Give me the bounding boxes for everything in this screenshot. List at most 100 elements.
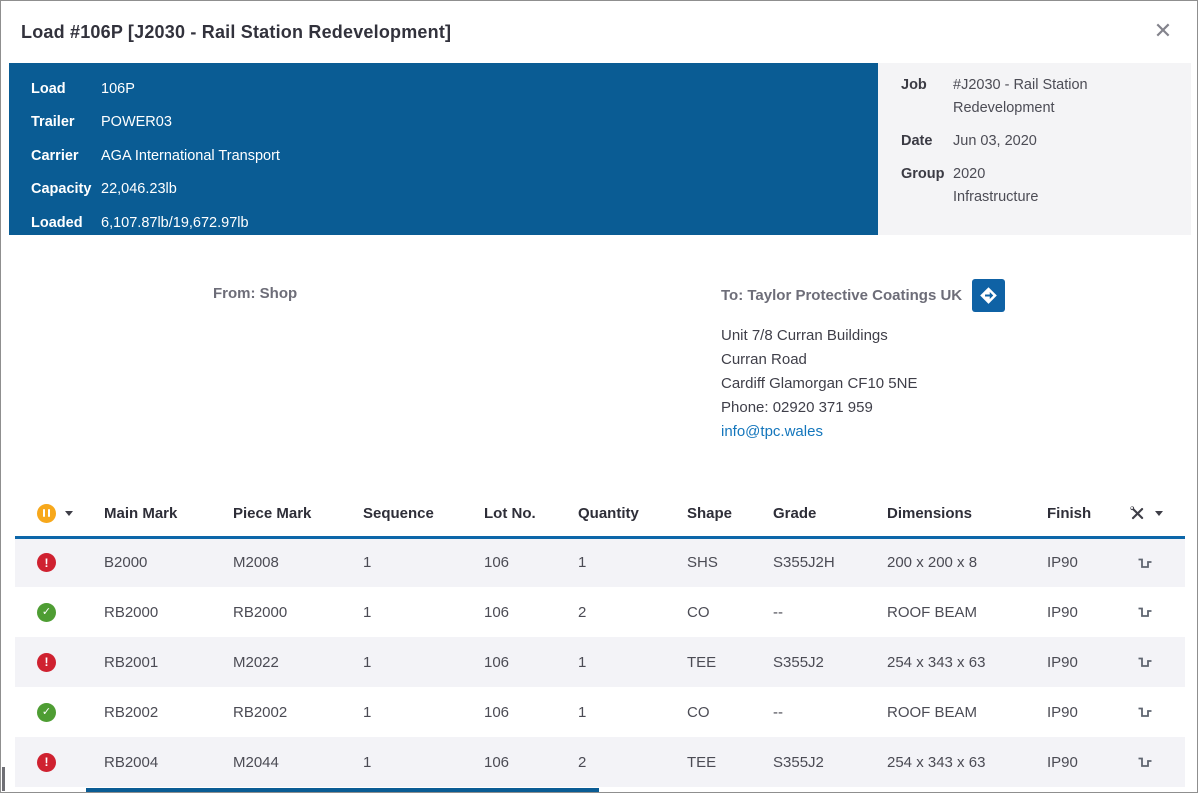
job-field: Job #J2030 - Rail Station Redevelopment [901, 74, 1191, 120]
status-history-button[interactable] [1131, 748, 1159, 776]
field-label: Trailer [31, 114, 75, 131]
cell-quantity: 1 [578, 703, 587, 721]
cell-lot-no: 106 [484, 554, 510, 572]
field-value: 106P [101, 80, 135, 97]
date-field: Date Jun 03, 2020 [901, 130, 1191, 153]
cell-dimensions: 200 x 200 x 8 [887, 554, 978, 572]
status-history-button[interactable] [1131, 698, 1159, 726]
cell-main-mark: RB2000 [104, 603, 159, 621]
cell-sequence: 1 [363, 753, 372, 771]
cell-piece-mark: M2008 [233, 554, 279, 572]
pulse-history-icon [1137, 704, 1153, 720]
field-value: AGA International Transport [101, 147, 280, 164]
parts-table: Main Mark Piece Mark Sequence Lot No. Qu… [15, 491, 1185, 787]
modal-title: Load #106P [J2030 - Rail Station Redevel… [21, 21, 452, 42]
ship-to-address: Unit 7/8 Curran Buildings Curran Road Ca… [721, 327, 918, 416]
error-status-icon: ! [37, 752, 56, 772]
field-label: Group [901, 166, 945, 182]
cell-finish: IP90 [1047, 703, 1078, 721]
column-header-shape[interactable]: Shape [687, 491, 773, 539]
success-status-icon: ✓ [37, 703, 56, 722]
cell-quantity: 2 [578, 753, 587, 771]
chevron-down-icon [1155, 510, 1163, 516]
table-row[interactable]: ! RB2001 M2022 1 106 1 TEE S355J2 254 x … [15, 637, 1185, 687]
loaded-field: Loaded 6,107.87lb/19,672.97lb [31, 206, 878, 240]
cell-shape: SHS [687, 554, 718, 572]
close-icon[interactable]: ✕ [1153, 18, 1173, 43]
error-status-icon: ! [37, 553, 56, 573]
column-header-finish[interactable]: Finish [1047, 491, 1129, 539]
tools-menu-header[interactable] [1129, 491, 1185, 539]
field-value: POWER03 [101, 114, 172, 131]
cell-lot-no: 106 [484, 753, 510, 771]
cell-sequence: 1 [363, 653, 372, 671]
directions-icon [979, 286, 998, 305]
carrier-field: Carrier AGA International Transport [31, 139, 878, 173]
cell-main-mark: B2000 [104, 554, 148, 572]
table-row[interactable]: ! RB2004 M2044 1 106 2 TEE S355J2 254 x … [15, 737, 1185, 787]
cell-quantity: 1 [578, 653, 587, 671]
cell-shape: TEE [687, 753, 717, 771]
cell-main-mark: RB2004 [104, 753, 159, 771]
group-field: Group 2020 Infrastructure [901, 163, 1191, 209]
cell-dimensions: ROOF BEAM [887, 703, 978, 721]
table-row[interactable]: ✓ RB2002 RB2002 1 106 1 CO -- ROOF BEAM … [15, 687, 1185, 737]
cell-lot-no: 106 [484, 603, 510, 621]
field-label: Job [901, 77, 927, 93]
cell-piece-mark: RB2002 [233, 703, 288, 721]
pulse-history-icon [1137, 654, 1153, 670]
parts-table-body: ! B2000 M2008 1 106 1 SHS S355J2H 200 x … [15, 537, 1185, 787]
field-value: 22,046.23lb [101, 181, 177, 198]
cell-dimensions: ROOF BEAM [887, 603, 978, 621]
tools-icon [1129, 505, 1146, 522]
column-header-lot-no[interactable]: Lot No. [484, 491, 578, 539]
job-info-panel: Job #J2030 - Rail Station Redevelopment … [878, 63, 1191, 235]
pulse-history-icon [1137, 604, 1153, 620]
table-row[interactable]: ✓ RB2000 RB2000 1 106 2 CO -- ROOF BEAM … [15, 587, 1185, 637]
cell-finish: IP90 [1047, 753, 1078, 771]
cell-finish: IP90 [1047, 603, 1078, 621]
cell-lot-no: 106 [484, 653, 510, 671]
cell-lot-no: 106 [484, 703, 510, 721]
field-label: Date [901, 133, 933, 149]
cell-grade: S355J2 [773, 653, 824, 671]
load-field: Load 106P [31, 72, 878, 106]
ship-from-label: From: Shop [213, 285, 298, 302]
cell-grade: S355J2H [773, 554, 835, 572]
status-history-button[interactable] [1131, 549, 1159, 577]
column-header-grade[interactable]: Grade [773, 491, 887, 539]
field-value: Jun 03, 2020 [953, 133, 1037, 149]
column-header-sequence[interactable]: Sequence [363, 491, 484, 539]
cell-piece-mark: M2044 [233, 753, 279, 771]
scrollbar-artifact [2, 767, 5, 791]
cell-shape: CO [687, 603, 710, 621]
status-filter-header[interactable] [15, 491, 104, 539]
cell-grade: S355J2 [773, 753, 824, 771]
cell-piece-mark: M2022 [233, 653, 279, 671]
column-header-quantity[interactable]: Quantity [578, 491, 687, 539]
cell-grade: -- [773, 603, 783, 621]
cell-main-mark: RB2002 [104, 703, 159, 721]
column-header-main-mark[interactable]: Main Mark [104, 491, 233, 539]
modal-titlebar: Load #106P [J2030 - Rail Station Redevel… [1, 1, 1197, 63]
chevron-down-icon [65, 510, 73, 516]
ship-to-email-link[interactable]: info@tpc.wales [721, 423, 823, 440]
status-history-button[interactable] [1131, 598, 1159, 626]
table-row[interactable]: ! B2000 M2008 1 106 1 SHS S355J2H 200 x … [15, 537, 1185, 587]
directions-button[interactable] [972, 279, 1006, 312]
partial-next-row-edge [86, 788, 599, 792]
field-value: 6,107.87lb/19,672.97lb [101, 214, 249, 231]
cell-finish: IP90 [1047, 653, 1078, 671]
column-header-piece-mark[interactable]: Piece Mark [233, 491, 363, 539]
ship-to-label: To: Taylor Protective Coatings UK [721, 287, 963, 304]
success-status-icon: ✓ [37, 603, 56, 622]
column-header-dimensions[interactable]: Dimensions [887, 491, 1047, 539]
field-value: 2020 Infrastructure [953, 166, 1039, 205]
cell-quantity: 1 [578, 554, 587, 572]
cell-grade: -- [773, 703, 783, 721]
status-history-button[interactable] [1131, 648, 1159, 676]
cell-finish: IP90 [1047, 554, 1078, 572]
cell-shape: CO [687, 703, 710, 721]
field-label: Capacity [31, 181, 92, 198]
